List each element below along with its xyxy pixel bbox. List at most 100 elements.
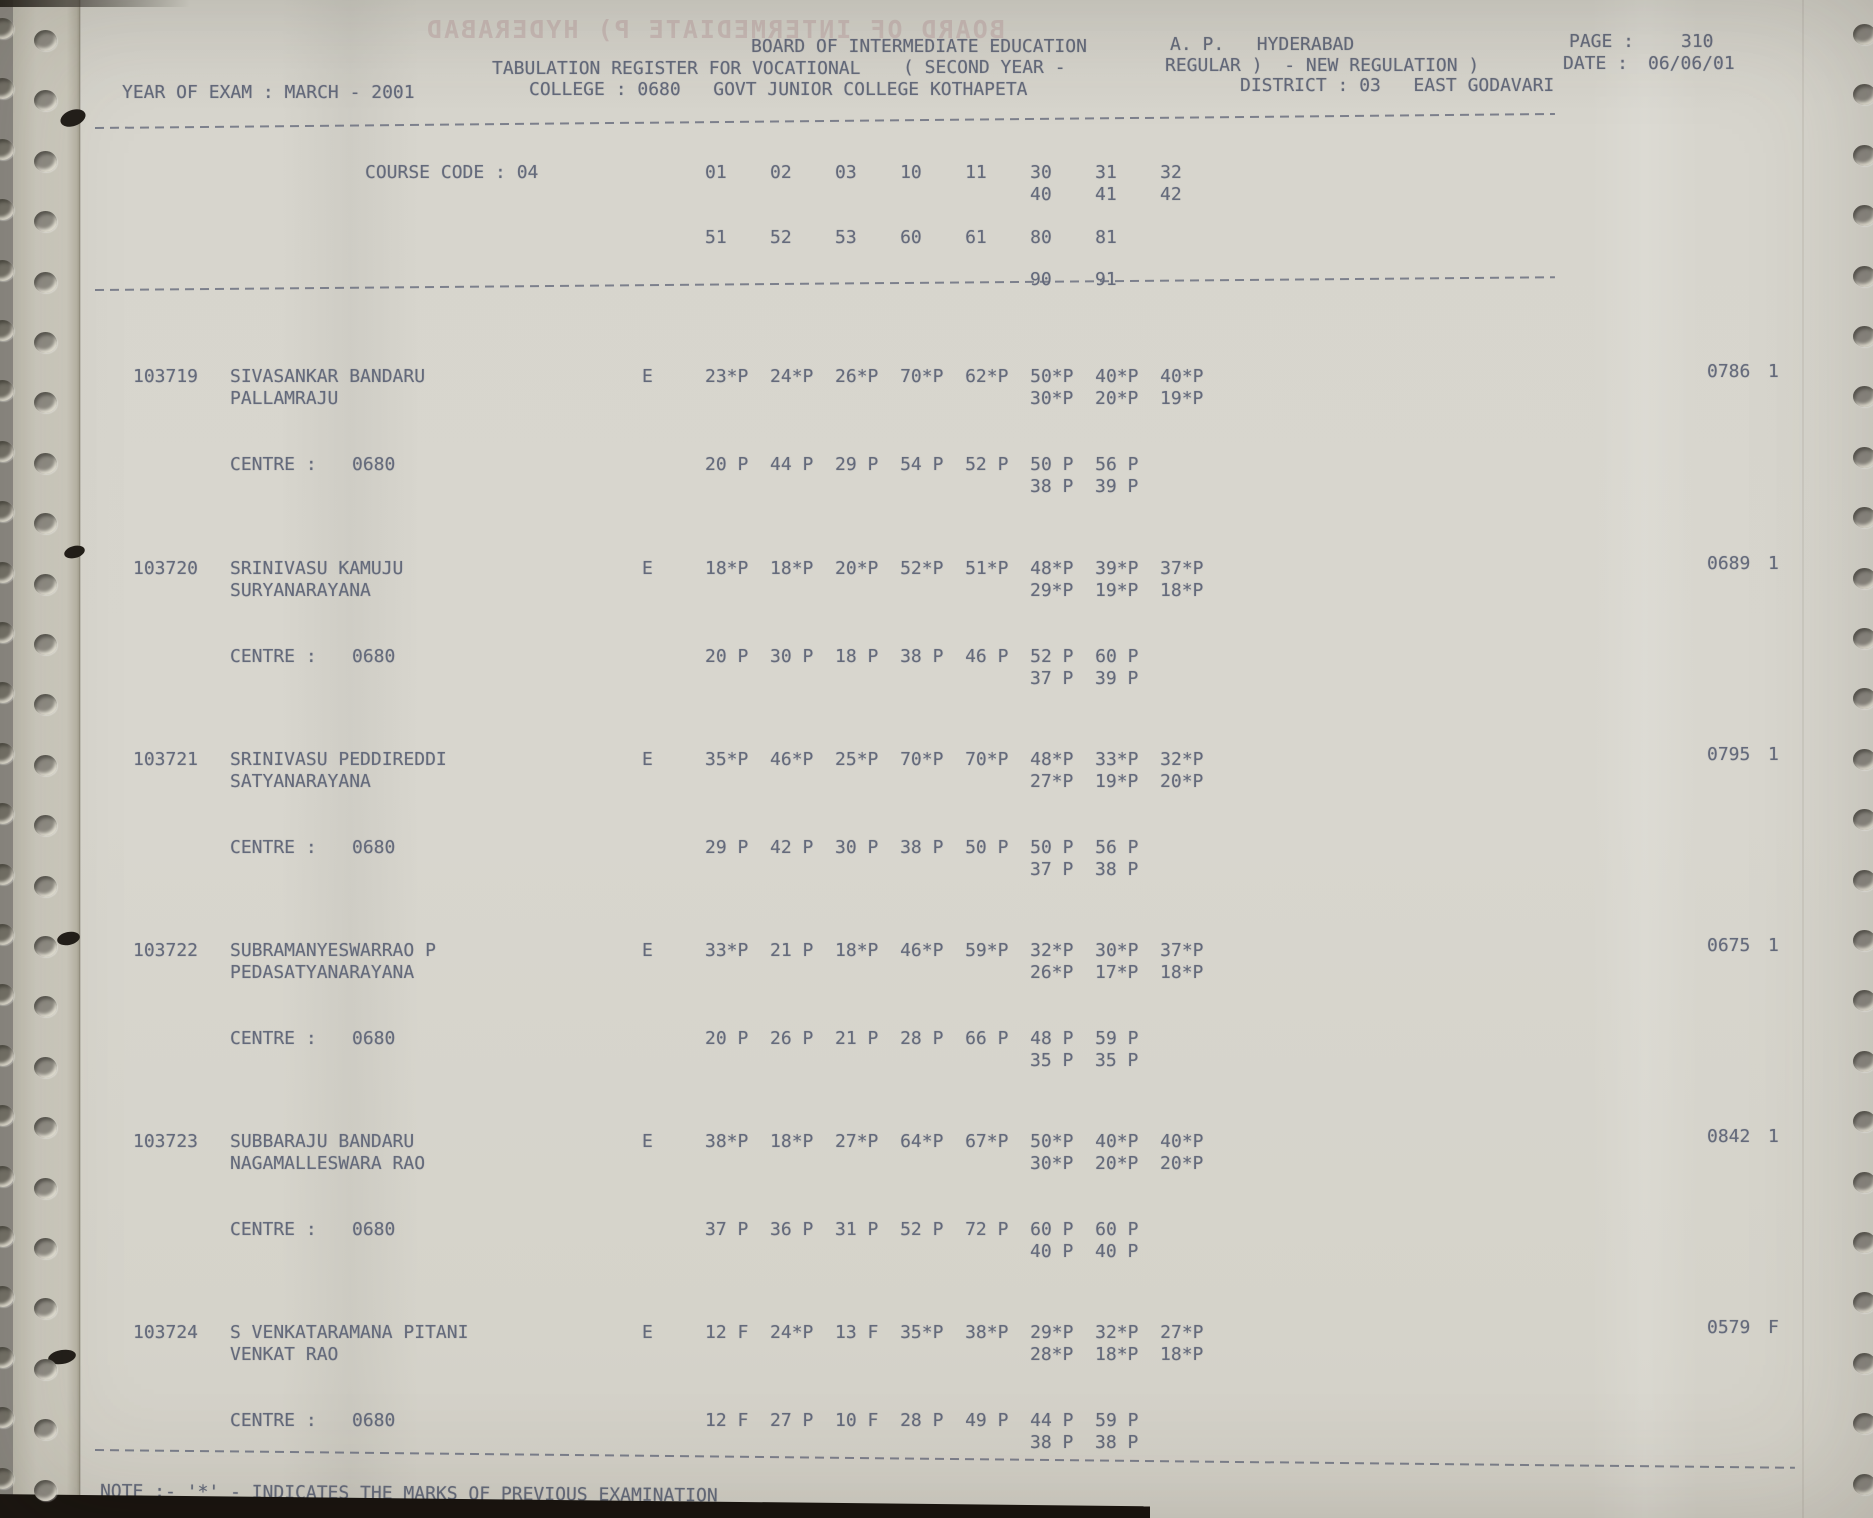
- sprocket-hole: [34, 1117, 57, 1139]
- sprocket-hole: [0, 259, 14, 281]
- sprocket-hole: [34, 211, 57, 233]
- student-marks-row1: 35*P 46*P 25*P 70*P 70*P 48*P 33*P 32*P: [705, 749, 1204, 770]
- course-codes-row3: 51 52 53 60 61 80 81: [705, 227, 1117, 248]
- sprocket-hole: [1853, 446, 1873, 468]
- sprocket-hole: [1853, 24, 1873, 45]
- student-record: 103719 SIVASANKAR BANDARU PALLAMRAJU E 2…: [0, 361, 1873, 506]
- header-district-line: DISTRICT : 03 EAST GODAVARI: [1240, 75, 1555, 96]
- sprocket-hole: [0, 561, 14, 583]
- sprocket-hole: [34, 1238, 57, 1259]
- header-page-number: 310: [1681, 31, 1714, 52]
- centre-marks-row2: 37 P 38 P: [1030, 859, 1139, 880]
- student-record: 103720 SRINIVASU KAMUJU SURYANARAYANA E …: [0, 553, 1873, 698]
- header-date-value: 06/06/01: [1648, 53, 1735, 74]
- sprocket-hole: [34, 875, 57, 897]
- photo-top-edge: [0, 0, 190, 7]
- student-result: F: [1768, 1317, 1779, 1338]
- centre-value: 0680: [352, 454, 396, 475]
- student-result: 1: [1768, 1126, 1779, 1147]
- centre-value: 0680: [352, 837, 396, 858]
- student-medium: E: [642, 1131, 653, 1152]
- student-medium: E: [642, 366, 653, 387]
- sprocket-hole: [0, 1105, 14, 1127]
- sprocket-hole: [1853, 1111, 1873, 1133]
- sprocket-hole: [34, 573, 57, 595]
- sprocket-hole: [1853, 205, 1873, 227]
- sprocket-hole: [34, 30, 57, 51]
- sprocket-hole: [1853, 1050, 1873, 1072]
- student-name-line2: PEDASATYANARAYANA: [230, 962, 415, 983]
- sprocket-hole: [34, 754, 57, 776]
- student-name-line1: SRINIVASU KAMUJU: [230, 558, 404, 579]
- sprocket-hole: [0, 742, 14, 764]
- sprocket-hole: [34, 90, 57, 112]
- student-medium: E: [642, 558, 653, 579]
- student-record: 103721 SRINIVASU PEDDIREDDI SATYANARAYAN…: [0, 744, 1873, 889]
- sprocket-hole: [1853, 265, 1873, 287]
- sprocket-hole: [1853, 930, 1873, 951]
- sprocket-hole: [34, 513, 57, 535]
- centre-marks-row1: 37 P 36 P 31 P 52 P 72 P 60 P 60 P: [705, 1219, 1139, 1240]
- centre-value: 0680: [352, 1410, 396, 1431]
- student-regno: 103720: [133, 558, 199, 579]
- sprocket-hole: [34, 452, 57, 474]
- centre-marks-row2: 37 P 39 P: [1030, 668, 1139, 689]
- sprocket-hole: [0, 1286, 14, 1308]
- student-name-line1: S VENKATARAMANA PITANI: [230, 1322, 469, 1343]
- student-marks-row2: 29*P 19*P 18*P: [1030, 580, 1204, 601]
- sprocket-hole: [1853, 628, 1873, 649]
- sprocket-hole: [0, 18, 14, 39]
- sprocket-hole: [0, 138, 14, 160]
- student-medium: E: [642, 940, 653, 961]
- student-marks-row1: 18*P 18*P 20*P 52*P 51*P 48*P 39*P 37*P: [705, 558, 1204, 579]
- sprocket-hole: [0, 380, 14, 402]
- sprocket-hole: [34, 634, 57, 655]
- student-marks-row1: 33*P 21 P 18*P 46*P 59*P 32*P 30*P 37*P: [705, 940, 1204, 961]
- sprocket-hole: [1853, 84, 1873, 106]
- student-marks-row2: 26*P 17*P 18*P: [1030, 962, 1204, 983]
- sprocket-hole: [34, 694, 57, 716]
- sprocket-hole: [1853, 386, 1873, 408]
- sprocket-hole: [34, 815, 57, 837]
- sprocket-hole: [34, 392, 57, 414]
- sprocket-hole: [34, 1479, 57, 1501]
- student-marks-row1: 12 F 24*P 13 F 35*P 38*P 29*P 32*P 27*P: [705, 1322, 1204, 1343]
- centre-value: 0680: [352, 1219, 396, 1240]
- left-perforation-crease: [79, 0, 81, 1518]
- centre-label: CENTRE :: [230, 646, 317, 667]
- student-marks-row2: 30*P 20*P 19*P: [1030, 388, 1204, 409]
- sprocket-hole: [34, 150, 57, 172]
- student-total: 0579: [1707, 1317, 1751, 1338]
- student-name-line2: SATYANARAYANA: [230, 771, 371, 792]
- student-name-line2: PALLAMRAJU: [230, 388, 339, 409]
- student-record: 103724 S VENKATARAMANA PITANI VENKAT RAO…: [0, 1317, 1873, 1462]
- sprocket-hole: [0, 924, 14, 945]
- sprocket-hole: [1853, 990, 1873, 1012]
- student-record: 103722 SUBRAMANYESWARRAO P PEDASATYANARA…: [0, 935, 1873, 1080]
- header-org-name: BOARD OF INTERMEDIATE EDUCATION: [751, 36, 1087, 57]
- student-regno: 103722: [133, 940, 199, 961]
- right-perforation-crease: [1802, 0, 1804, 1518]
- sprocket-hole: [34, 271, 57, 293]
- centre-marks-row1: 20 P 26 P 21 P 28 P 66 P 48 P 59 P: [705, 1028, 1139, 1049]
- centre-label: CENTRE :: [230, 1219, 317, 1240]
- centre-label: CENTRE :: [230, 1410, 317, 1431]
- sprocket-hole: [34, 1419, 57, 1441]
- header-page-label: PAGE :: [1569, 31, 1635, 52]
- sprocket-hole: [0, 1226, 14, 1247]
- sprocket-hole: [34, 332, 57, 353]
- student-marks-row1: 23*P 24*P 26*P 70*P 62*P 50*P 40*P 40*P: [705, 366, 1204, 387]
- sprocket-hole: [0, 1467, 14, 1489]
- student-marks-row2: 28*P 18*P 18*P: [1030, 1344, 1204, 1365]
- sprocket-hole: [1853, 1352, 1873, 1374]
- student-result: 1: [1768, 935, 1779, 956]
- student-name-line1: SUBRAMANYESWARRAO P: [230, 940, 436, 961]
- student-total: 0786: [1707, 361, 1751, 382]
- sprocket-hole: [0, 78, 14, 100]
- student-marks-row1: 38*P 18*P 27*P 64*P 67*P 50*P 40*P 40*P: [705, 1131, 1204, 1152]
- student-name-line2: SURYANARAYANA: [230, 580, 371, 601]
- student-medium: E: [642, 749, 653, 770]
- sprocket-hole: [1853, 1413, 1873, 1435]
- sprocket-hole: [0, 1165, 14, 1187]
- header-org-place: A. P. HYDERABAD: [1170, 34, 1355, 55]
